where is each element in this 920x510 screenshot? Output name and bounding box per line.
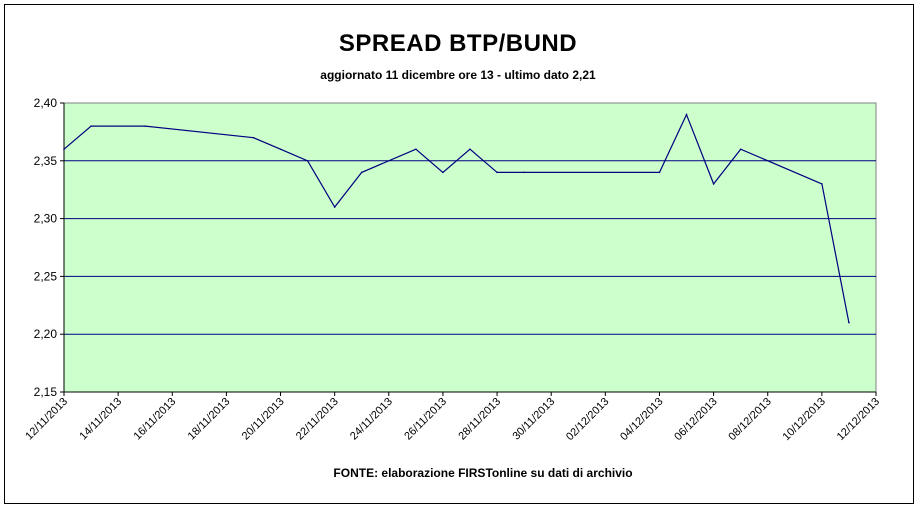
- x-tick-label: 24/11/2013: [348, 396, 395, 443]
- x-tick-label: 12/11/2013: [23, 396, 70, 443]
- x-tick-label: 10/12/2013: [781, 396, 828, 443]
- data-point: [848, 321, 850, 324]
- x-tick-label: 04/12/2013: [618, 396, 665, 443]
- x-tick-label: 26/11/2013: [402, 396, 449, 443]
- x-tick-label: 18/11/2013: [186, 396, 233, 443]
- x-tick-label: 02/12/2013: [564, 396, 611, 443]
- source-note: FONTE: elaborazione FIRSTonline su dati …: [333, 466, 633, 480]
- data-point: [415, 148, 417, 151]
- data-point: [442, 171, 444, 174]
- y-tick-label: 2,30: [34, 212, 58, 226]
- data-point: [496, 171, 498, 174]
- x-tick-label: 30/11/2013: [510, 396, 557, 443]
- data-point: [306, 160, 309, 162]
- x-tick-label: 28/11/2013: [456, 396, 503, 443]
- data-point: [469, 148, 471, 151]
- x-tick-label: 20/11/2013: [240, 396, 287, 443]
- data-point: [360, 171, 363, 174]
- data-point: [90, 125, 92, 127]
- series-points: [63, 113, 850, 324]
- x-tick-label: 08/12/2013: [726, 396, 773, 443]
- data-point: [333, 206, 336, 208]
- y-tick-label: 2,40: [34, 96, 58, 110]
- x-tick-label: 06/12/2013: [672, 396, 719, 443]
- data-point: [63, 148, 65, 151]
- x-tick-label: 22/11/2013: [294, 396, 341, 443]
- y-axis-ticks: 2,15 2,20 2,25 2,30 2,35 2,40: [34, 96, 64, 399]
- axes: [63, 103, 876, 393]
- gridlines: [64, 160, 876, 335]
- y-tick-label: 2,15: [34, 385, 58, 399]
- data-point: [523, 171, 525, 174]
- x-tick-label: 16/11/2013: [132, 396, 179, 443]
- x-tick-label: 12/12/2013: [835, 396, 882, 443]
- chart-title: SPREAD BTP/BUND: [338, 30, 578, 57]
- y-tick-label: 2,20: [34, 327, 58, 341]
- y-tick-label: 2,25: [34, 269, 58, 283]
- data-point: [144, 125, 146, 127]
- y-tick-label: 2,35: [34, 154, 58, 168]
- data-point: [252, 136, 255, 139]
- data-point: [685, 113, 688, 116]
- x-axis-ticks: 12/11/2013 14/11/2013 16/11/2013 18/11/2013…: [23, 392, 882, 443]
- chart-subtitle: aggiornato 11 dicembre ore 13 - ultimo d…: [320, 68, 596, 82]
- x-tick-label: 14/11/2013: [77, 396, 124, 443]
- data-point: [821, 183, 823, 185]
- data-point: [658, 171, 661, 174]
- data-point: [739, 148, 742, 151]
- plot-area: [63, 102, 877, 393]
- data-point: [712, 183, 715, 185]
- data-point: [279, 148, 282, 151]
